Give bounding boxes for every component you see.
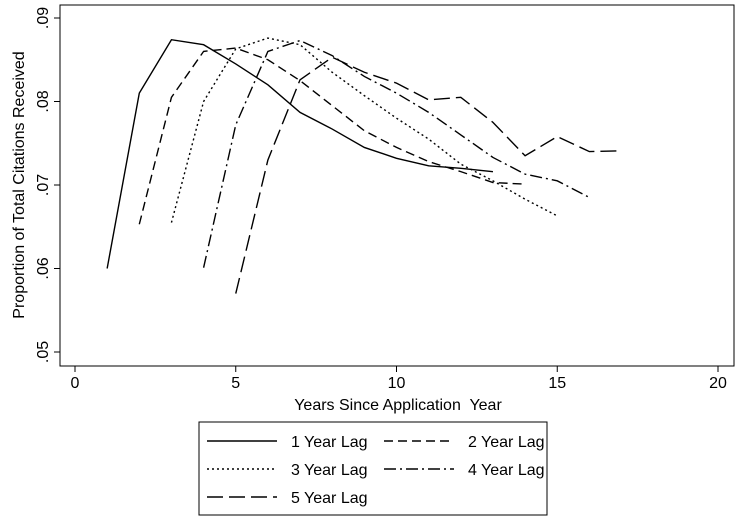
x-tick-label: 0 xyxy=(71,375,80,392)
series-line xyxy=(170,37,558,223)
y-tick-label: .05 xyxy=(35,341,52,363)
legend-box xyxy=(198,421,548,516)
legend-label: 5 Year Lag xyxy=(291,490,368,507)
y-axis-title: Proportion of Total Citations Received xyxy=(11,51,28,318)
x-tick-label: 10 xyxy=(388,375,406,392)
series-line xyxy=(106,38,494,269)
legend-label: 2 Year Lag xyxy=(468,434,545,451)
legend-label: 3 Year Lag xyxy=(291,462,368,479)
y-tick-label: .07 xyxy=(35,174,52,196)
series-line xyxy=(235,56,622,294)
legend-label: 4 Year Lag xyxy=(468,462,545,479)
y-tick-label: .06 xyxy=(35,257,52,279)
legend-label: 1 Year Lag xyxy=(291,434,368,451)
x-tick-label: 15 xyxy=(548,375,566,392)
y-tick-label: .08 xyxy=(35,90,52,112)
x-tick-label: 5 xyxy=(231,375,240,392)
x-tick-label: 20 xyxy=(709,375,727,392)
x-axis-title: Years Since Application Year xyxy=(294,397,502,414)
series-line xyxy=(202,39,590,268)
y-tick-label: .09 xyxy=(35,7,52,29)
plot-frame xyxy=(59,4,735,367)
series-line xyxy=(138,47,526,225)
